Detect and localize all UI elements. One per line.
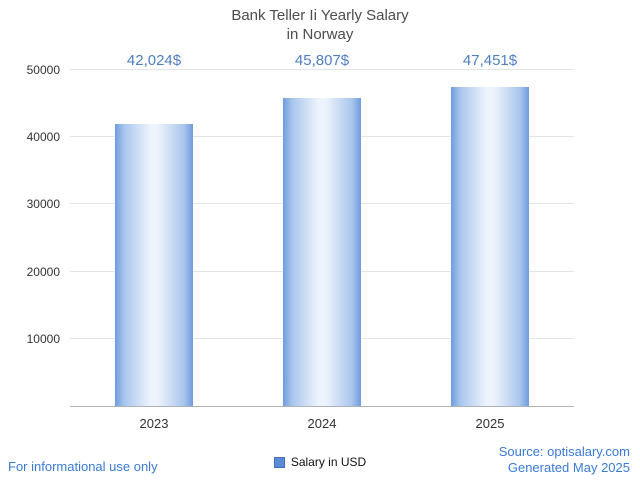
legend-swatch-icon [273,456,285,468]
footer-disclaimer: For informational use only [8,459,158,474]
legend: Salary in USD [0,455,640,469]
gridline [70,69,574,70]
bar-slot: 47,451$ 2025 [406,52,574,431]
bar-value-label: 42,024$ [126,52,182,69]
plot-area: 10000 20000 30000 40000 50000 42,024$ 2023 45,8… [27,52,574,431]
source-link[interactable]: Source: optisalary.com [498,444,630,459]
x-axis-tick-label: 2023 [139,416,169,431]
bar-slot: 45,807$ 2024 [238,52,406,431]
bar-slot: 42,024$ 2023 [70,52,238,431]
bar-value-label: 47,451$ [462,52,518,69]
x-axis-tick-label: 2025 [475,416,505,431]
y-axis-tick-label: 10000 [26,331,60,346]
legend-label: Salary in USD [290,455,367,469]
chart-title-line2: in Norway [286,26,354,43]
generated-text: Generated May 2025 [507,460,630,475]
source-block: Source: optisalary.com Generated May 202… [499,444,630,476]
bar [451,87,529,406]
chart-title: Bank Teller Ii Yearly Salary in Norway [0,0,640,44]
y-axis-tick-label: 40000 [26,130,60,145]
y-axis-tick-label: 50000 [26,63,60,77]
y-axis-tick-label: 20000 [26,264,60,279]
bar-chart: 10000 20000 30000 40000 50000 42,024$ 2023 45,8… [0,52,640,442]
chart-title-line1: Bank Teller Ii Yearly Salary [231,7,409,24]
x-axis-tick-label: 2024 [307,416,337,431]
y-axis-tick-label: 30000 [26,197,60,212]
bar-value-label: 45,807$ [294,52,350,69]
bar [115,123,193,406]
bar [283,98,361,406]
bar-slots: 42,024$ 2023 45,807$ 2024 47,451$ 2025 [70,52,574,431]
